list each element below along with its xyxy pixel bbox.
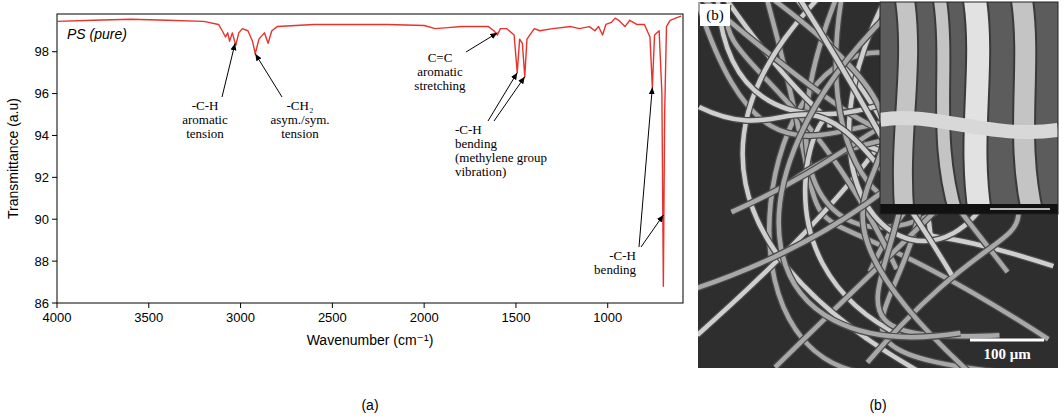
annotation-text: (methylene group — [455, 150, 547, 165]
inset-fiber-shadow — [940, 2, 958, 214]
annotation-text: -CH₂ — [287, 98, 314, 113]
annotation-text: -C-H — [192, 98, 219, 113]
inset-fiber — [903, 2, 908, 214]
y-axis-title: Transmittance (a.u) — [5, 98, 21, 219]
annotation-arrow — [255, 54, 282, 97]
x-tick — [57, 303, 58, 308]
annotation-text: -C-H — [455, 122, 482, 137]
inset-scale-band — [880, 204, 1058, 214]
annotation-text: bending — [455, 136, 497, 151]
annotation-text: aromatic — [182, 112, 228, 127]
x-tick — [240, 303, 241, 308]
y-tick-label: 86 — [35, 296, 49, 311]
y-tick-label: 98 — [35, 44, 49, 59]
y-tick — [52, 177, 57, 178]
annotation-arrow — [222, 43, 235, 97]
y-tick-label: 88 — [35, 254, 49, 269]
x-tick — [515, 303, 516, 308]
annotation-text: vibration) — [455, 164, 506, 179]
annotation-arrow — [488, 73, 517, 121]
inset-fiber — [880, 118, 1058, 132]
y-tick — [52, 219, 57, 220]
caption: (a) — [361, 397, 378, 413]
x-tick-label: 2500 — [318, 310, 347, 325]
plot-frame — [57, 14, 683, 303]
y-tick-label: 96 — [35, 86, 49, 101]
inset-border — [880, 2, 1058, 214]
fiber — [761, 2, 974, 368]
annotation-text: -C-H — [609, 248, 636, 263]
x-tick — [148, 303, 149, 308]
y-tick — [52, 303, 57, 304]
annotation-text: stretching — [414, 78, 466, 93]
annotation-text: aromatic — [417, 64, 463, 79]
inset-fiber — [940, 2, 958, 214]
y-tick-label: 92 — [35, 170, 49, 185]
fiber-shadow — [761, 2, 974, 368]
annotation-arrow — [494, 77, 525, 121]
x-tick-label: 3500 — [134, 310, 163, 325]
annotation-text: tension — [186, 126, 224, 141]
y-tick-label: 94 — [35, 128, 49, 143]
panel-label-box — [700, 4, 730, 26]
x-tick — [332, 303, 333, 308]
x-tick — [607, 303, 608, 308]
annotation-text: C=C — [428, 50, 453, 65]
y-tick — [52, 51, 57, 52]
inset-scale-bar — [990, 208, 1050, 210]
annotation-text: asym./sym. — [270, 112, 329, 127]
annotation-arrow — [639, 87, 652, 247]
sem-image — [698, 2, 1058, 368]
sem-inset — [880, 2, 1058, 214]
y-tick — [52, 261, 57, 262]
inset-fiber — [1022, 2, 1034, 214]
y-tick — [52, 93, 57, 94]
inset-fiber — [975, 2, 981, 214]
scale-bar-label: 100 μm — [983, 346, 1031, 362]
caption: (b) — [869, 397, 886, 413]
annotation-text: bending — [594, 262, 636, 277]
y-tick — [52, 135, 57, 136]
legend-label: PS (pure) — [67, 26, 127, 42]
x-tick-label: 1500 — [501, 310, 530, 325]
annotation-text: tension — [281, 126, 319, 141]
panel-label: (b) — [706, 7, 724, 24]
inset-fiber-shadow — [1022, 2, 1034, 214]
inset-fiber-shadow — [903, 2, 908, 214]
x-tick-label: 1000 — [593, 310, 622, 325]
x-tick-label: 2000 — [410, 310, 439, 325]
spectrum-line — [57, 16, 681, 286]
inset-fiber-shadow — [975, 2, 981, 214]
x-tick — [424, 303, 425, 308]
x-tick-label: 4000 — [43, 310, 72, 325]
scale-bar — [970, 339, 1044, 342]
figure: 4000 3500 3000 2500 2000 1500 1000 86 88 90 92 94 96… — [0, 0, 1064, 419]
x-axis-title: Wavenumber (cm⁻¹) — [307, 332, 434, 348]
y-tick-label: 90 — [35, 212, 49, 227]
annotation-arrow — [466, 33, 497, 52]
x-tick-label: 3000 — [226, 310, 255, 325]
annotation-arrow — [641, 215, 663, 247]
plot-area — [57, 16, 681, 286]
